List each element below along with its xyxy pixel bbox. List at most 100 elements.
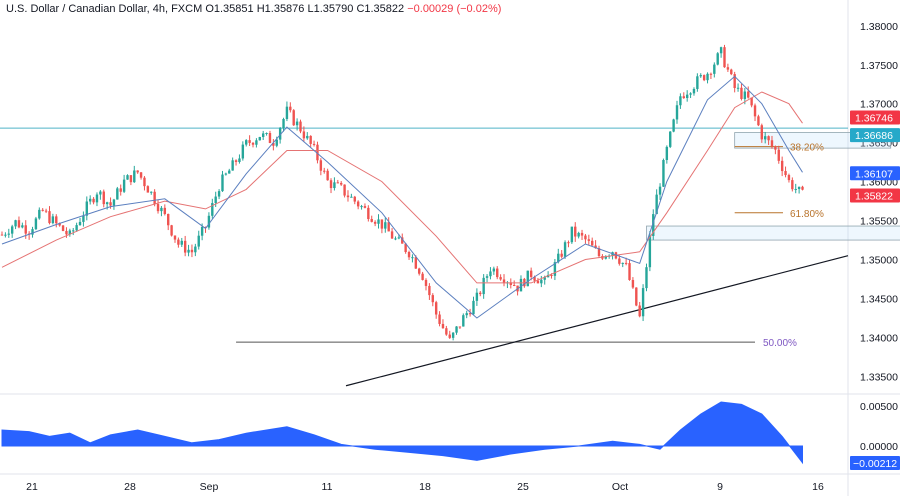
candle-body: [265, 133, 268, 135]
candle-body: [407, 252, 411, 258]
candle-body: [709, 73, 713, 75]
candle-body: [618, 258, 621, 264]
candle-body: [441, 323, 445, 329]
change-value: −0.00029 (−0.02%): [407, 3, 502, 15]
candle-body: [421, 273, 424, 280]
candle-body: [312, 143, 316, 145]
candle-body: [438, 314, 441, 324]
candle-body: [716, 53, 719, 65]
candle-body: [767, 136, 770, 141]
candle-body: [61, 225, 65, 231]
osc-value-tag: [850, 455, 900, 470]
candle-body: [221, 174, 224, 192]
candle-body: [645, 267, 648, 289]
candle-body: [658, 186, 662, 195]
candle-body: [730, 69, 733, 75]
candle-body: [414, 257, 418, 269]
candle-body: [472, 300, 475, 315]
oscillator-area: [1, 401, 803, 465]
candle-body: [38, 209, 41, 219]
candle-body: [411, 257, 414, 259]
candle-body: [14, 220, 17, 227]
candle-body: [99, 191, 102, 195]
candle-body: [560, 253, 563, 257]
candle-body: [68, 230, 72, 235]
candle-body: [682, 96, 685, 99]
candle-body: [278, 128, 282, 140]
candle-body: [4, 234, 7, 236]
candle-body: [329, 180, 333, 189]
time-tick-label: 16: [812, 481, 824, 493]
candle-body: [248, 140, 251, 143]
candle-body: [353, 196, 356, 202]
time-tick-label: 25: [517, 481, 529, 493]
candle-body: [380, 219, 384, 229]
candle-body: [88, 198, 92, 202]
candle-body: [584, 235, 587, 240]
candle-body: [292, 110, 295, 126]
candle-body: [323, 170, 326, 172]
candle-body: [764, 136, 767, 140]
candle-body: [82, 215, 85, 222]
osc-value-label: −0.00212: [853, 458, 897, 470]
price-tick-label: 1.35500: [860, 216, 898, 228]
time-tick-label: 11: [322, 481, 333, 493]
candle-body: [462, 315, 465, 327]
candle-body: [275, 139, 278, 146]
candle-body: [234, 160, 238, 162]
candle-body: [431, 295, 434, 303]
candle-body: [747, 91, 750, 98]
candle-body: [502, 279, 506, 283]
candle-body: [258, 136, 261, 141]
candle-body: [238, 158, 241, 162]
candle-body: [536, 280, 540, 284]
price-tick-label: 1.38000: [860, 21, 898, 33]
candle-body: [563, 242, 567, 257]
candle-body: [774, 146, 777, 150]
candle-body: [801, 186, 804, 190]
candle-body: [662, 160, 665, 187]
candle-body: [363, 206, 367, 208]
time-tick-label: Sep: [200, 481, 219, 493]
candle-body: [116, 188, 119, 200]
candle-body: [451, 332, 455, 338]
price-label-tag: [850, 110, 900, 125]
fib-level-label: 61.80%: [790, 209, 824, 220]
candle-body: [194, 246, 197, 253]
candle-body: [699, 75, 702, 77]
candle-body: [187, 249, 190, 253]
candle-body: [261, 133, 265, 137]
candle-body: [448, 334, 451, 338]
fib-level-label: 50.00%: [763, 338, 797, 349]
candle-body: [692, 88, 696, 94]
candle-body: [207, 215, 211, 228]
candle-body: [719, 47, 723, 54]
candle-body: [509, 282, 512, 285]
candle-body: [204, 226, 207, 228]
candle-body: [377, 219, 380, 224]
candle-body: [655, 194, 658, 215]
candle-body: [0, 234, 4, 236]
candle-body: [95, 194, 99, 203]
osc-tick-label: 0.00500: [860, 401, 898, 413]
candle-body: [306, 135, 309, 139]
candle-body: [570, 226, 574, 243]
candle-body: [740, 87, 743, 99]
candle-body: [350, 196, 353, 198]
candle-body: [621, 262, 624, 264]
price-tick-label: 1.35000: [860, 255, 898, 267]
price-label-text: 1.36686: [855, 130, 893, 142]
candle-body: [245, 140, 248, 145]
price-label-text: 1.35822: [855, 190, 893, 202]
candle-body: [44, 210, 48, 212]
candle-body: [289, 106, 292, 111]
candle-body: [173, 235, 177, 240]
candle-body: [51, 216, 55, 224]
candle-body: [604, 256, 607, 259]
candle-body: [475, 292, 479, 301]
low-value: L1.35790: [307, 3, 354, 15]
candle-body: [34, 218, 38, 230]
candle-body: [180, 240, 183, 245]
candle-body: [777, 149, 780, 161]
